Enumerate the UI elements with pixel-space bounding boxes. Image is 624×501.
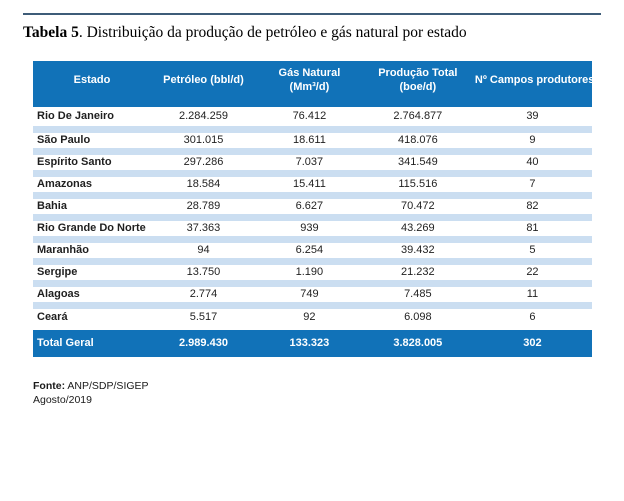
table-number-label: Tabela 5 <box>23 24 79 41</box>
table-row: São Paulo 301.015 18.611 418.076 9 <box>33 129 592 155</box>
cell-petroleo-bbl-d: 2.774 <box>150 283 257 309</box>
cell-petroleo-bbl-d: 28.789 <box>150 195 257 221</box>
table-row: Ceará 5.517 92 6.098 6 <box>33 305 592 330</box>
table-row: Espírito Santo 297.286 7.037 341.549 40 <box>33 151 592 177</box>
cell-gas-natural-mm3-d: 18.611 <box>256 129 363 155</box>
cell-producao-total-boe-d: 39.432 <box>362 239 473 265</box>
table-row: Maranhão 94 6.254 39.432 5 <box>33 239 592 265</box>
table-row: Amazonas 18.584 15.411 115.516 7 <box>33 173 592 199</box>
cell-estado: Ceará <box>33 305 151 330</box>
cell-producao-total-boe-d: 341.549 <box>362 151 473 177</box>
cell-petroleo-bbl-d: 5.517 <box>150 305 257 330</box>
horizontal-rule <box>23 13 601 15</box>
header-row: Estado Petróleo (bbl/d) Gás Natural (Mm³/d)… <box>33 61 594 107</box>
cell-gas-natural-mm3-d: 6.627 <box>256 195 363 221</box>
column-header-gas-natural-mm3-d: Gás Natural (Mm³/d) <box>256 61 363 107</box>
cell-estado: Espírito Santo <box>33 151 151 177</box>
page-title: Tabela 5. Distribuição da produção de pe… <box>23 23 601 43</box>
cell-gas-natural-mm3-d: 92 <box>256 305 363 330</box>
column-header-producao-total-boe-d: Produção Total (boe/d) <box>362 61 473 107</box>
cell-producao-total-boe-d: 418.076 <box>362 129 473 155</box>
cell-num-campos-produtores: 9 <box>472 129 592 155</box>
column-header-petroleo-bbl-d: Petróleo (bbl/d) <box>150 61 257 107</box>
total-cell-producao-total-boe-d: 3.828.005 <box>362 327 473 357</box>
cell-estado: Sergipe <box>33 261 151 287</box>
column-header-estado: Estado <box>33 61 151 107</box>
cell-gas-natural-mm3-d: 76.412 <box>256 107 363 133</box>
cell-petroleo-bbl-d: 94 <box>150 239 257 265</box>
cell-num-campos-produtores: 6 <box>472 305 592 330</box>
cell-num-campos-produtores: 11 <box>472 283 592 309</box>
cell-producao-total-boe-d: 6.098 <box>362 305 473 330</box>
source-footer: Fonte: ANP/SDP/SIGEP Agosto/2019 <box>33 379 601 407</box>
cell-estado: Alagoas <box>33 283 151 309</box>
table-footer: Total Geral 2.989.430 133.323 3.828.005 302 <box>33 327 592 357</box>
table-header: Estado Petróleo (bbl/d) Gás Natural (Mm³/d)… <box>33 61 594 107</box>
cell-estado: Rio De Janeiro <box>33 107 151 133</box>
total-row: Total Geral 2.989.430 133.323 3.828.005 302 <box>33 327 592 357</box>
source-line: Fonte: ANP/SDP/SIGEP <box>33 379 601 393</box>
table-row: Rio De Janeiro 2.284.259 76.412 2.764.877 39 <box>33 107 592 133</box>
cell-num-campos-produtores: 40 <box>472 151 592 177</box>
table-row: Alagoas 2.774 749 7.485 11 <box>33 283 592 309</box>
cell-estado: Amazonas <box>33 173 151 199</box>
table-body: Rio De Janeiro 2.284.259 76.412 2.764.877 39… <box>33 107 592 330</box>
cell-producao-total-boe-d: 70.472 <box>362 195 473 221</box>
cell-num-campos-produtores: 81 <box>472 217 592 243</box>
source-value: ANP/SDP/SIGEP <box>67 380 149 392</box>
total-cell-gas-natural-mm3-d: 133.323 <box>256 327 363 357</box>
cell-producao-total-boe-d: 43.269 <box>362 217 473 243</box>
table-row: Rio Grande Do Norte 37.363 939 43.269 81 <box>33 217 592 243</box>
cell-producao-total-boe-d: 21.232 <box>362 261 473 287</box>
cell-petroleo-bbl-d: 18.584 <box>150 173 257 199</box>
cell-estado: Rio Grande Do Norte <box>33 217 151 243</box>
column-header-num-campos-produtores: Nº Campos produtores <box>472 61 594 107</box>
document-page: Tabela 5. Distribuição da produção de pe… <box>0 13 624 407</box>
source-label: Fonte: <box>33 380 66 392</box>
cell-num-campos-produtores: 7 <box>472 173 592 199</box>
total-cell-estado: Total Geral <box>33 327 151 357</box>
cell-gas-natural-mm3-d: 749 <box>256 283 363 309</box>
table-row: Sergipe 13.750 1.190 21.232 22 <box>33 261 592 287</box>
cell-gas-natural-mm3-d: 939 <box>256 217 363 243</box>
cell-num-campos-produtores: 5 <box>472 239 592 265</box>
production-table: Estado Petróleo (bbl/d) Gás Natural (Mm³/d)… <box>33 61 594 357</box>
cell-gas-natural-mm3-d: 1.190 <box>256 261 363 287</box>
cell-num-campos-produtores: 39 <box>472 107 592 133</box>
cell-producao-total-boe-d: 115.516 <box>362 173 473 199</box>
cell-num-campos-produtores: 22 <box>472 261 592 287</box>
cell-petroleo-bbl-d: 297.286 <box>150 151 257 177</box>
cell-petroleo-bbl-d: 37.363 <box>150 217 257 243</box>
cell-num-campos-produtores: 82 <box>472 195 592 221</box>
total-cell-num-campos-produtores: 302 <box>472 327 592 357</box>
table-row: Bahia 28.789 6.627 70.472 82 <box>33 195 592 221</box>
cell-producao-total-boe-d: 2.764.877 <box>362 107 473 133</box>
cell-petroleo-bbl-d: 2.284.259 <box>150 107 257 133</box>
cell-estado: São Paulo <box>33 129 151 155</box>
cell-gas-natural-mm3-d: 15.411 <box>256 173 363 199</box>
cell-petroleo-bbl-d: 13.750 <box>150 261 257 287</box>
cell-gas-natural-mm3-d: 6.254 <box>256 239 363 265</box>
cell-petroleo-bbl-d: 301.015 <box>150 129 257 155</box>
cell-gas-natural-mm3-d: 7.037 <box>256 151 363 177</box>
table-title-text: . Distribuição da produção de petróleo e… <box>78 24 467 41</box>
cell-estado: Maranhão <box>33 239 151 265</box>
cell-estado: Bahia <box>33 195 151 221</box>
date-line: Agosto/2019 <box>33 394 92 406</box>
cell-producao-total-boe-d: 7.485 <box>362 283 473 309</box>
total-cell-petroleo-bbl-d: 2.989.430 <box>150 327 257 357</box>
